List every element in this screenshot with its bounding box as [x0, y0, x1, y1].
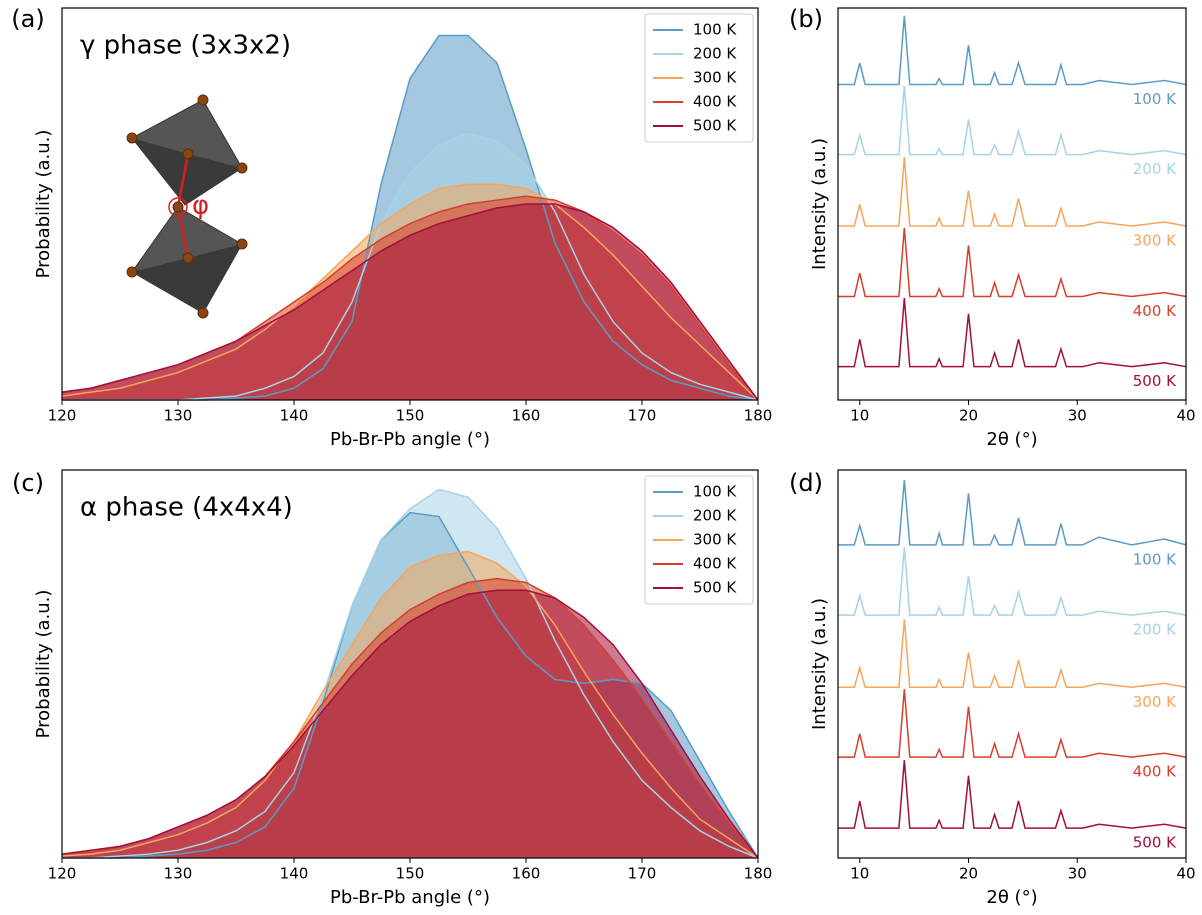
angle-label: φ	[192, 191, 209, 221]
series-line	[61, 183, 759, 401]
area-fill	[62, 590, 758, 858]
series-label: 500 K	[1133, 834, 1177, 852]
x-tick-label: 20	[959, 865, 978, 883]
series-line	[838, 15, 1187, 86]
atoms	[126, 94, 248, 319]
axes-frame	[837, 469, 1187, 859]
legend-label: 400 K	[693, 555, 737, 573]
x-tick-label: 130	[164, 407, 193, 425]
series-label: 200 K	[1133, 621, 1177, 639]
x-axis-label: 2θ (°)	[986, 429, 1037, 450]
legend: 100 K 200 K 300 K 400 K 500 K	[644, 13, 754, 143]
series-line	[838, 619, 1187, 689]
series-line	[61, 203, 759, 401]
x-axis-label: Pb-Br-Pb angle (°)	[330, 887, 490, 908]
legend-label: 200 K	[693, 507, 737, 525]
angle-marker	[168, 197, 188, 217]
panel: (c) α phase (4x4x4) Pb-Br-Pb angle (°) Prob…	[12, 469, 772, 908]
legend: 100 K 200 K 300 K 400 K 500 K	[644, 475, 754, 605]
octahedra-inset: φ	[126, 94, 248, 319]
x-tick-label: 150	[396, 407, 425, 425]
octahedron-bottom-face	[132, 244, 242, 313]
x-tick-label: 180	[744, 407, 773, 425]
legend-label: 300 K	[693, 69, 737, 87]
y-axis-label: Intensity (a.u.)	[809, 598, 830, 730]
series-line	[61, 589, 759, 859]
x-tick-label: 160	[512, 407, 541, 425]
panel-label: (a)	[11, 5, 44, 33]
series-line	[838, 480, 1187, 546]
legend-box	[644, 13, 754, 143]
x-tick-label: 30	[1068, 407, 1087, 425]
x-tick-label: 140	[280, 865, 309, 883]
series-label: 500 K	[1133, 372, 1177, 390]
x-tick-label: 160	[512, 865, 541, 883]
series-line	[62, 488, 759, 859]
x-tick-label: 40	[1176, 407, 1195, 425]
legend-box	[644, 475, 754, 605]
legend-label: 500 K	[693, 579, 737, 597]
axes-frame	[61, 469, 759, 859]
y-axis-label: Intensity (a.u.)	[809, 138, 830, 270]
plot-area: 100 K 200 K 300 K 400 K 500 K	[838, 15, 1187, 390]
legend-label: 300 K	[693, 531, 737, 549]
chart-title: γ phase (3x3x2)	[80, 31, 291, 61]
x-tick-label: 120	[48, 407, 77, 425]
x-tick-label: 10	[850, 865, 869, 883]
x-tick-label: 30	[1068, 865, 1087, 883]
plot-area	[61, 34, 759, 401]
legend-label: 200 K	[693, 45, 737, 63]
series-line	[838, 157, 1187, 227]
x-tick-label: 40	[1176, 865, 1195, 883]
x-tick-label: 20	[959, 407, 978, 425]
axes-frame	[837, 7, 1187, 401]
octahedron-top-face	[132, 138, 242, 205]
x-tick-label: 140	[280, 407, 309, 425]
x-tick-label: 120	[48, 865, 77, 883]
series-label: 100 K	[1133, 90, 1177, 108]
series-label: 300 K	[1133, 231, 1177, 249]
series-label: 200 K	[1133, 160, 1177, 178]
legend-label: 100 K	[693, 21, 737, 39]
x-tick-label: 10	[850, 407, 869, 425]
panel: (d) 2θ (°) Intensity (a.u.) 10 20 30 40 100 K 20…	[789, 469, 1196, 908]
panel: (a) γ phase (3x3x2) Pb-Br-Pb angle (°) Prob…	[11, 5, 772, 450]
series-label: 100 K	[1133, 550, 1177, 568]
area-fill	[62, 204, 758, 400]
series-line	[838, 760, 1187, 829]
panel-label: (d)	[789, 469, 823, 497]
series-line	[61, 550, 759, 859]
panel-label: (c)	[12, 469, 44, 497]
x-tick-label: 150	[396, 865, 425, 883]
series-line	[838, 547, 1187, 616]
y-axis-label: Probability (a.u.)	[33, 130, 54, 279]
legend-label: 400 K	[693, 93, 737, 111]
series-label: 400 K	[1133, 302, 1177, 320]
series-label: 300 K	[1133, 693, 1177, 711]
plot-area	[61, 488, 759, 859]
x-axis-label: 2θ (°)	[986, 887, 1037, 908]
series-label: 400 K	[1133, 763, 1177, 781]
legend-label: 500 K	[693, 117, 737, 135]
chart-title: α phase (4x4x4)	[80, 493, 293, 523]
axes-frame	[61, 7, 759, 401]
y-axis-label: Probability (a.u.)	[33, 590, 54, 739]
panel-label: (b)	[789, 5, 823, 33]
legend-label: 100 K	[693, 483, 737, 501]
panel: (b) 2θ (°) Intensity (a.u.) 10 20 30 40 100 K 20…	[789, 5, 1196, 450]
x-tick-label: 170	[628, 865, 657, 883]
series-line	[838, 298, 1187, 368]
series-line	[838, 85, 1187, 156]
x-tick-label: 170	[628, 407, 657, 425]
x-tick-label: 180	[744, 865, 773, 883]
x-axis-label: Pb-Br-Pb angle (°)	[330, 429, 490, 450]
series-line	[838, 227, 1187, 298]
x-tick-label: 130	[164, 865, 193, 883]
plot-area: 100 K 200 K 300 K 400 K 500 K	[838, 480, 1187, 852]
series-line	[838, 689, 1187, 758]
